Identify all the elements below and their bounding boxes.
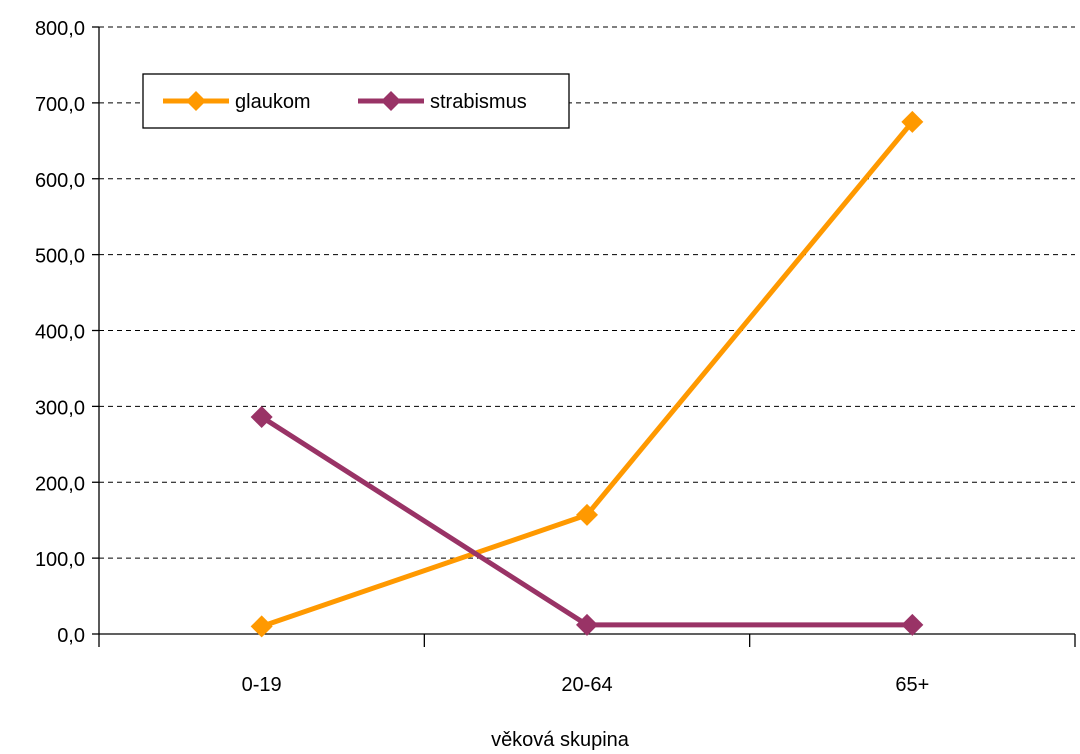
x-tick-label: 20-64 (561, 674, 612, 696)
series-glaukom (250, 110, 924, 638)
legend-marker-strabismus (381, 91, 401, 111)
x-tick-label: 0-19 (242, 674, 282, 696)
legend-label-strabismus: strabismus (430, 91, 527, 113)
y-tick-label: 400,0 (35, 322, 85, 344)
y-tick-label: 500,0 (35, 246, 85, 268)
series-strabismus (250, 405, 924, 636)
data-point-strabismus (250, 405, 273, 428)
data-point-strabismus (901, 613, 924, 636)
y-tick-label: 100,0 (35, 549, 85, 571)
legend: glaukom strabismus (142, 73, 570, 129)
series-lines (250, 110, 924, 638)
y-tick-label: 600,0 (35, 170, 85, 192)
series-line-glaukom (260, 120, 915, 629)
y-tick-label: 800,0 (35, 18, 85, 40)
x-axis-title: věková skupina (491, 729, 630, 751)
y-tick-label: 700,0 (35, 94, 85, 116)
data-point-glaukom (576, 503, 598, 526)
data-point-strabismus (576, 613, 598, 636)
x-tick-label: 65+ (895, 674, 929, 696)
y-tick-label: 200,0 (35, 473, 85, 495)
legend-marker-glaukom (186, 91, 206, 111)
y-tick-label: 300,0 (35, 397, 85, 419)
data-point-glaukom (901, 110, 924, 133)
legend-label-glaukom: glaukom (235, 91, 311, 113)
data-point-glaukom (250, 615, 273, 638)
axis-labels: 0,0 100,0 200,0 300,0 400,0 500,0 600,0 700,0 80… (35, 18, 929, 696)
y-tick-label: 0,0 (57, 625, 85, 647)
